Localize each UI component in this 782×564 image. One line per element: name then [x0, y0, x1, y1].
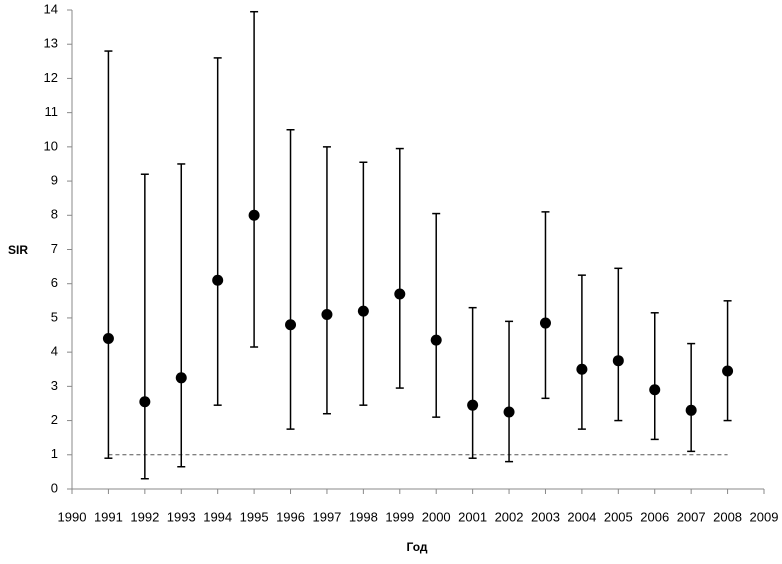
- x-tick-label: 2004: [567, 509, 596, 524]
- x-tick-label: 1993: [167, 509, 196, 524]
- x-tick-label: 1995: [240, 509, 269, 524]
- y-tick-label: 2: [51, 412, 58, 427]
- x-tick-label: 2000: [422, 509, 451, 524]
- point: [212, 274, 224, 286]
- y-tick-label: 13: [44, 36, 58, 51]
- point: [357, 305, 369, 317]
- x-tick-label: 1997: [312, 509, 341, 524]
- point: [248, 209, 260, 221]
- point: [503, 406, 515, 418]
- y-tick-label: 14: [44, 1, 58, 16]
- y-axis-title: SIR: [8, 243, 28, 257]
- x-tick-label: 1991: [94, 509, 123, 524]
- x-tick-label: 2009: [750, 509, 779, 524]
- y-tick-label: 6: [51, 275, 58, 290]
- point: [649, 384, 661, 396]
- point: [467, 399, 479, 411]
- y-tick-label: 1: [51, 446, 58, 461]
- x-tick-label: 1996: [276, 509, 305, 524]
- x-tick-label: 1998: [349, 509, 378, 524]
- point: [394, 288, 406, 300]
- x-tick-label: 2006: [640, 509, 669, 524]
- y-tick-label: 12: [44, 70, 58, 85]
- x-tick-label: 2008: [713, 509, 742, 524]
- y-tick-label: 7: [51, 241, 58, 256]
- point: [576, 363, 588, 375]
- x-tick-label: 2003: [531, 509, 560, 524]
- point: [321, 309, 333, 321]
- point: [612, 355, 624, 367]
- point: [285, 319, 297, 331]
- x-tick-label: 1990: [58, 509, 87, 524]
- point: [539, 317, 551, 329]
- y-tick-label: 9: [51, 173, 58, 188]
- x-tick-label: 2005: [604, 509, 633, 524]
- y-tick-label: 4: [51, 344, 58, 359]
- point: [685, 404, 697, 416]
- point: [722, 365, 734, 377]
- y-tick-label: 8: [51, 207, 58, 222]
- x-tick-label: 1994: [203, 509, 232, 524]
- y-tick-label: 3: [51, 378, 58, 393]
- point: [139, 396, 151, 408]
- point: [430, 334, 442, 346]
- x-axis-title: Год: [407, 540, 428, 554]
- x-tick-label: 2007: [677, 509, 706, 524]
- point: [175, 372, 187, 384]
- x-tick-label: 1992: [130, 509, 159, 524]
- y-tick-label: 5: [51, 309, 58, 324]
- x-tick-label: 1999: [385, 509, 414, 524]
- point: [102, 332, 114, 344]
- x-tick-label: 2002: [495, 509, 524, 524]
- y-tick-label: 10: [44, 138, 58, 153]
- x-tick-label: 2001: [458, 509, 487, 524]
- y-tick-label: 11: [45, 104, 59, 119]
- y-tick-label: 0: [51, 480, 58, 495]
